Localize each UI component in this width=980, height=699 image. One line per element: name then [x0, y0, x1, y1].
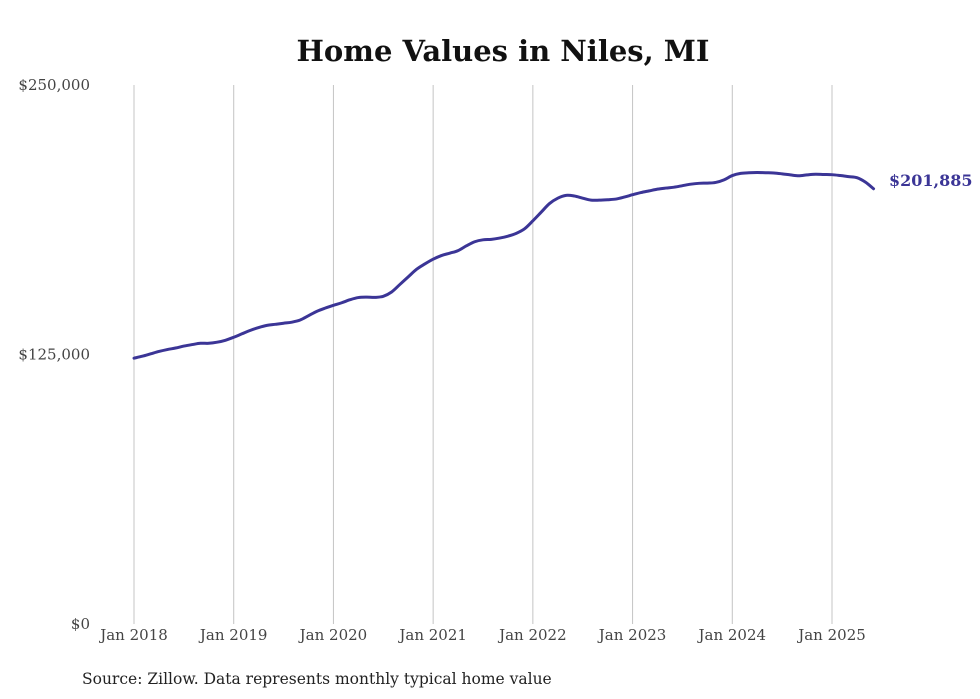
grid-lines [133, 85, 833, 624]
x-tick-label: Jan 2020 [298, 626, 368, 644]
y-tick-label: $250,000 [18, 76, 90, 94]
y-tick-label: $0 [71, 615, 90, 633]
y-tick-label: $125,000 [18, 346, 90, 364]
x-tick-label: Jan 2018 [98, 626, 168, 644]
x-tick-label: Jan 2022 [497, 626, 567, 644]
x-tick-label: Jan 2019 [198, 626, 268, 644]
chart-title: Home Values in Niles, MI [297, 34, 710, 68]
series-layer [132, 171, 876, 360]
source-note: Source: Zillow. Data represents monthly … [82, 670, 552, 688]
end-value-label: $201,885 [889, 171, 973, 190]
home-value-line [132, 171, 876, 360]
y-axis-ticks: $0 $125,000 $250,000 [18, 76, 90, 633]
x-tick-label: Jan 2021 [397, 626, 467, 644]
x-tick-label: Jan 2024 [697, 626, 767, 644]
x-tick-label: Jan 2025 [796, 626, 866, 644]
x-axis-ticks: Jan 2018 Jan 2019 Jan 2020 Jan 2021 Jan 2022… [98, 626, 866, 644]
x-tick-label: Jan 2023 [597, 626, 667, 644]
